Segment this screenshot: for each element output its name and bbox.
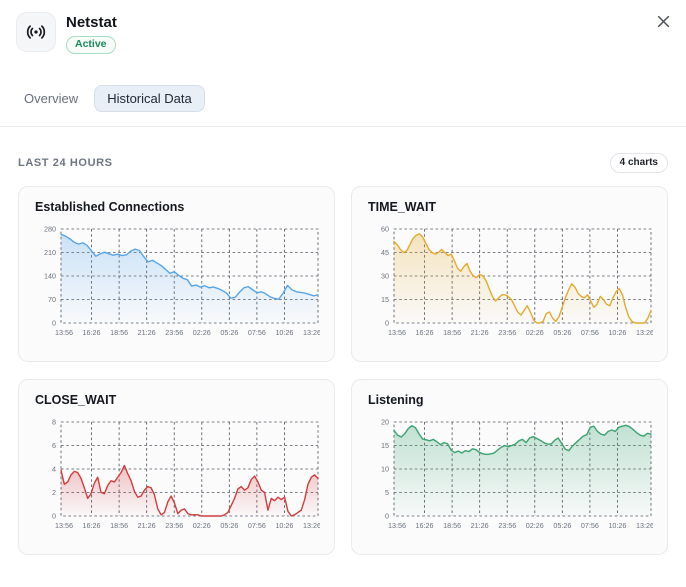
- svg-text:02:26: 02:26: [526, 328, 544, 337]
- svg-text:13:56: 13:56: [388, 521, 406, 530]
- svg-text:5: 5: [385, 488, 389, 497]
- chart-card: TIME_WAIT 13:56 16:26 18:56 21:26 23:56 02:26…: [351, 186, 668, 362]
- svg-text:07:56: 07:56: [248, 328, 266, 337]
- svg-text:13:56: 13:56: [55, 328, 73, 337]
- chart-title: Listening: [368, 393, 424, 407]
- svg-text:23:56: 23:56: [498, 328, 516, 337]
- svg-text:16:26: 16:26: [416, 328, 434, 337]
- chart-title: CLOSE_WAIT: [35, 393, 117, 407]
- svg-text:10:26: 10:26: [608, 521, 626, 530]
- svg-text:0: 0: [52, 512, 56, 521]
- svg-text:02:26: 02:26: [193, 328, 211, 337]
- svg-text:21:26: 21:26: [471, 521, 489, 530]
- svg-text:18:56: 18:56: [443, 328, 461, 337]
- svg-text:16:26: 16:26: [83, 328, 101, 337]
- svg-text:30: 30: [381, 272, 389, 281]
- chart-title: Established Connections: [35, 200, 185, 214]
- svg-text:280: 280: [44, 225, 56, 234]
- line-chart: 13:56 16:26 18:56 21:26 23:56 02:26 05:26 07:56…: [381, 225, 653, 337]
- svg-text:18:56: 18:56: [443, 521, 461, 530]
- svg-text:10:26: 10:26: [275, 521, 293, 530]
- svg-text:13:56: 13:56: [55, 521, 73, 530]
- svg-text:21:26: 21:26: [138, 521, 156, 530]
- svg-text:70: 70: [48, 295, 56, 304]
- svg-text:05:26: 05:26: [553, 328, 571, 337]
- svg-text:13:56: 13:56: [388, 328, 406, 337]
- svg-text:07:56: 07:56: [581, 328, 599, 337]
- svg-text:16:26: 16:26: [83, 521, 101, 530]
- status-badge: Active: [66, 36, 116, 54]
- svg-text:23:56: 23:56: [165, 328, 183, 337]
- svg-text:07:56: 07:56: [248, 521, 266, 530]
- svg-text:20: 20: [381, 418, 389, 427]
- svg-text:02:26: 02:26: [193, 521, 211, 530]
- panel-header: Netstat Active: [0, 0, 686, 54]
- tab-historical-data[interactable]: Historical Data: [94, 84, 205, 112]
- svg-text:15: 15: [381, 295, 389, 304]
- svg-text:2: 2: [52, 488, 56, 497]
- broadcast-icon: [16, 12, 56, 52]
- chart-card: Listening 13:56 16:26 18:56 21:26 23:56 02:26…: [351, 379, 668, 555]
- svg-text:02:26: 02:26: [526, 521, 544, 530]
- line-chart: 13:56 16:26 18:56 21:26 23:56 02:26 05:26 07:56…: [52, 418, 320, 530]
- svg-text:21:26: 21:26: [138, 328, 156, 337]
- svg-text:4: 4: [52, 465, 56, 474]
- svg-text:60: 60: [381, 225, 389, 234]
- svg-text:13:26: 13:26: [636, 521, 653, 530]
- svg-text:13:26: 13:26: [636, 328, 653, 337]
- section-title: LAST 24 HOURS: [18, 157, 113, 169]
- svg-text:23:56: 23:56: [498, 521, 516, 530]
- svg-text:210: 210: [44, 248, 56, 257]
- header-divider: [0, 126, 686, 127]
- chart-title: TIME_WAIT: [368, 200, 437, 214]
- svg-text:05:26: 05:26: [220, 328, 238, 337]
- tab-overview[interactable]: Overview: [24, 90, 79, 106]
- svg-text:10: 10: [381, 465, 389, 474]
- svg-text:05:26: 05:26: [553, 521, 571, 530]
- title-block: Netstat Active: [66, 12, 117, 54]
- chart-card: CLOSE_WAIT 13:56 16:26 18:56 21:26 23:56 02:2…: [18, 379, 335, 555]
- svg-text:45: 45: [381, 248, 389, 257]
- page-title: Netstat: [66, 14, 117, 31]
- chart-card: Established Connections 13:56 16:26 18:56 2…: [18, 186, 335, 362]
- charts-grid: Established Connections 13:56 16:26 18:56 2…: [0, 186, 686, 555]
- svg-text:13:26: 13:26: [303, 328, 320, 337]
- chart-count-badge: 4 charts: [609, 153, 668, 173]
- tab-bar: Overview Historical Data: [22, 84, 686, 112]
- line-chart: 13:56 16:26 18:56 21:26 23:56 02:26 05:26 07:56…: [44, 225, 320, 337]
- svg-text:18:56: 18:56: [110, 328, 128, 337]
- svg-text:18:56: 18:56: [110, 521, 128, 530]
- close-icon[interactable]: [653, 11, 673, 31]
- svg-text:6: 6: [52, 441, 56, 450]
- svg-text:0: 0: [385, 512, 389, 521]
- svg-text:21:26: 21:26: [471, 328, 489, 337]
- svg-text:10:26: 10:26: [608, 328, 626, 337]
- svg-text:16:26: 16:26: [416, 521, 434, 530]
- line-chart: 13:56 16:26 18:56 21:26 23:56 02:26 05:26 07:56…: [381, 418, 653, 530]
- svg-text:0: 0: [52, 319, 56, 328]
- svg-text:15: 15: [381, 441, 389, 450]
- svg-text:13:26: 13:26: [303, 521, 320, 530]
- svg-text:23:56: 23:56: [165, 521, 183, 530]
- svg-text:140: 140: [44, 272, 56, 281]
- svg-text:0: 0: [385, 319, 389, 328]
- svg-text:8: 8: [52, 418, 56, 427]
- svg-text:05:26: 05:26: [220, 521, 238, 530]
- section-head: LAST 24 HOURS 4 charts: [0, 153, 686, 173]
- svg-text:10:26: 10:26: [275, 328, 293, 337]
- svg-text:07:56: 07:56: [581, 521, 599, 530]
